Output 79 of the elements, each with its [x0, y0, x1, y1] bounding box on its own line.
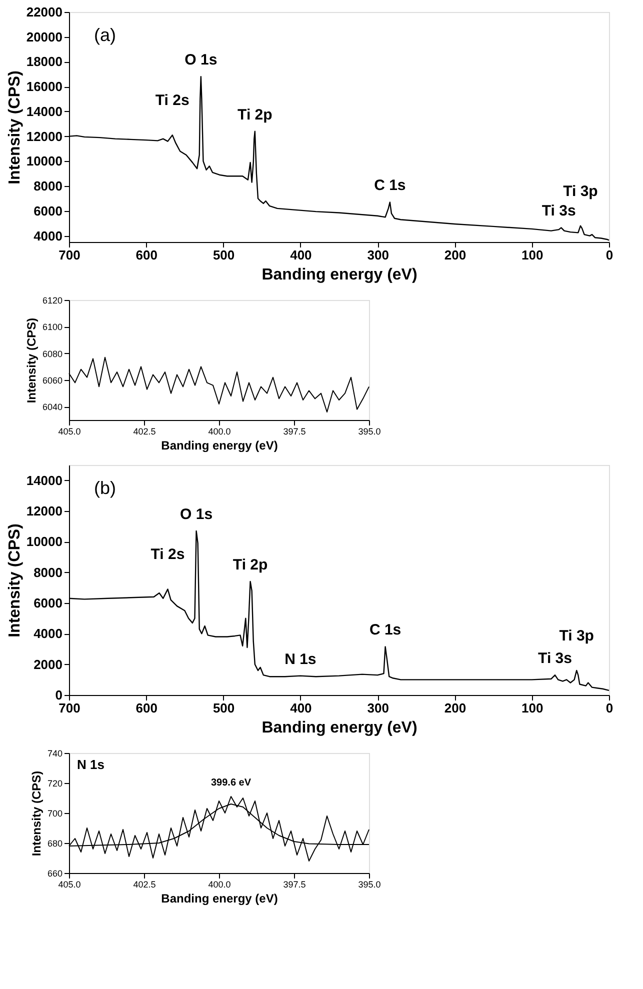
y-tick-label: 22000 — [26, 4, 62, 20]
y-tick-label: 16000 — [26, 79, 62, 94]
x-tick-label: 500 — [212, 700, 235, 716]
y-tick-label: 6100 — [42, 322, 62, 332]
y-axis-title: Intensity (CPS) — [24, 318, 38, 404]
x-tick-label: 500 — [212, 248, 235, 262]
annotation: O 1s — [184, 52, 218, 69]
y-axis-title: Intensity (CPS) — [6, 524, 24, 638]
x-tick-label: 200 — [444, 248, 466, 262]
x-tick-label: 397.5 — [283, 880, 306, 890]
x-axis-title: Banding energy (eV) — [161, 892, 278, 906]
annotation: (a) — [94, 25, 116, 45]
y-tick-label: 700 — [47, 808, 62, 818]
y-tick-label: 12000 — [26, 504, 62, 518]
x-axis-title: Banding energy (eV) — [262, 266, 418, 284]
y-tick-label: 6040 — [42, 402, 62, 412]
y-tick-label: 6060 — [42, 376, 62, 386]
x-tick-label: 300 — [367, 700, 389, 716]
annotation: N 1s — [284, 650, 316, 668]
y-tick-label: 8000 — [34, 564, 62, 580]
y-tick-label: 740 — [47, 748, 62, 758]
x-tick-label: 100 — [522, 700, 544, 716]
x-tick-label: 400.0 — [208, 426, 231, 436]
y-tick-label: 6120 — [42, 296, 62, 306]
x-tick-label: 400 — [290, 700, 312, 716]
y-tick-label: 2000 — [34, 656, 62, 672]
y-tick-label: 660 — [47, 868, 62, 878]
y-tick-label: 10000 — [26, 534, 62, 550]
x-tick-label: 600 — [136, 700, 158, 716]
y-tick-label: 4000 — [34, 228, 62, 244]
annotation: Ti 2p — [232, 556, 268, 574]
x-tick-label: 405.0 — [58, 426, 81, 436]
x-axis-title: Banding energy (eV) — [262, 720, 418, 736]
y-tick-label: 20000 — [26, 29, 62, 44]
annotation: C 1s — [374, 177, 406, 194]
y-tick-label: 8000 — [34, 178, 62, 194]
y-axis-title: Intensity (CPS) — [6, 70, 24, 184]
x-tick-label: 700 — [58, 700, 80, 716]
y-tick-label: 18000 — [26, 54, 62, 70]
x-tick-label: 100 — [522, 248, 544, 262]
annotation: N 1s — [77, 757, 104, 772]
annotation: Ti 2s — [155, 92, 190, 110]
y-tick-label: 14000 — [26, 104, 62, 119]
y-tick-label: 10000 — [26, 154, 62, 169]
x-tick-label: 700 — [58, 248, 80, 262]
annotation: O 1s — [180, 506, 213, 523]
x-tick-label: 400 — [290, 248, 312, 262]
y-tick-label: 4000 — [34, 626, 62, 642]
x-tick-label: 400.0 — [208, 880, 231, 890]
annotation: (b) — [94, 478, 116, 498]
y-tick-label: 720 — [47, 778, 62, 788]
x-tick-label: 395.0 — [358, 880, 381, 890]
annotation: Ti 3p — [559, 627, 594, 644]
annotation: Ti 3s — [542, 202, 576, 220]
x-tick-label: 405.0 — [58, 880, 81, 890]
x-tick-label: 200 — [444, 700, 466, 716]
y-axis-title: Intensity (CPS) — [29, 770, 44, 856]
y-tick-label: 12000 — [26, 128, 62, 144]
x-tick-label: 397.5 — [283, 426, 306, 436]
y-tick-label: 680 — [47, 838, 62, 848]
y-tick-label: 6000 — [34, 596, 62, 610]
x-tick-label: 600 — [136, 248, 158, 262]
x-tick-label: 300 — [367, 248, 389, 262]
x-tick-label: 402.5 — [133, 880, 156, 890]
annotation: C 1s — [369, 622, 402, 639]
x-tick-label: 395.0 — [358, 426, 381, 436]
y-tick-label: 14000 — [26, 472, 62, 488]
annotation: 399.6 eV — [210, 778, 252, 788]
annotation: Ti 2p — [238, 106, 272, 124]
annotation: Ti 3s — [538, 650, 572, 668]
y-tick-label: 6000 — [34, 203, 62, 218]
annotation: Ti 2s — [150, 546, 185, 564]
x-tick-label: 0 — [606, 248, 614, 262]
y-tick-label: 6080 — [42, 348, 62, 359]
annotation: Ti 3p — [563, 182, 598, 200]
y-tick-label: 0 — [55, 688, 62, 702]
x-tick-label: 402.5 — [133, 426, 156, 436]
x-tick-label: 0 — [606, 700, 614, 716]
x-axis-title: Banding energy (eV) — [161, 438, 278, 452]
